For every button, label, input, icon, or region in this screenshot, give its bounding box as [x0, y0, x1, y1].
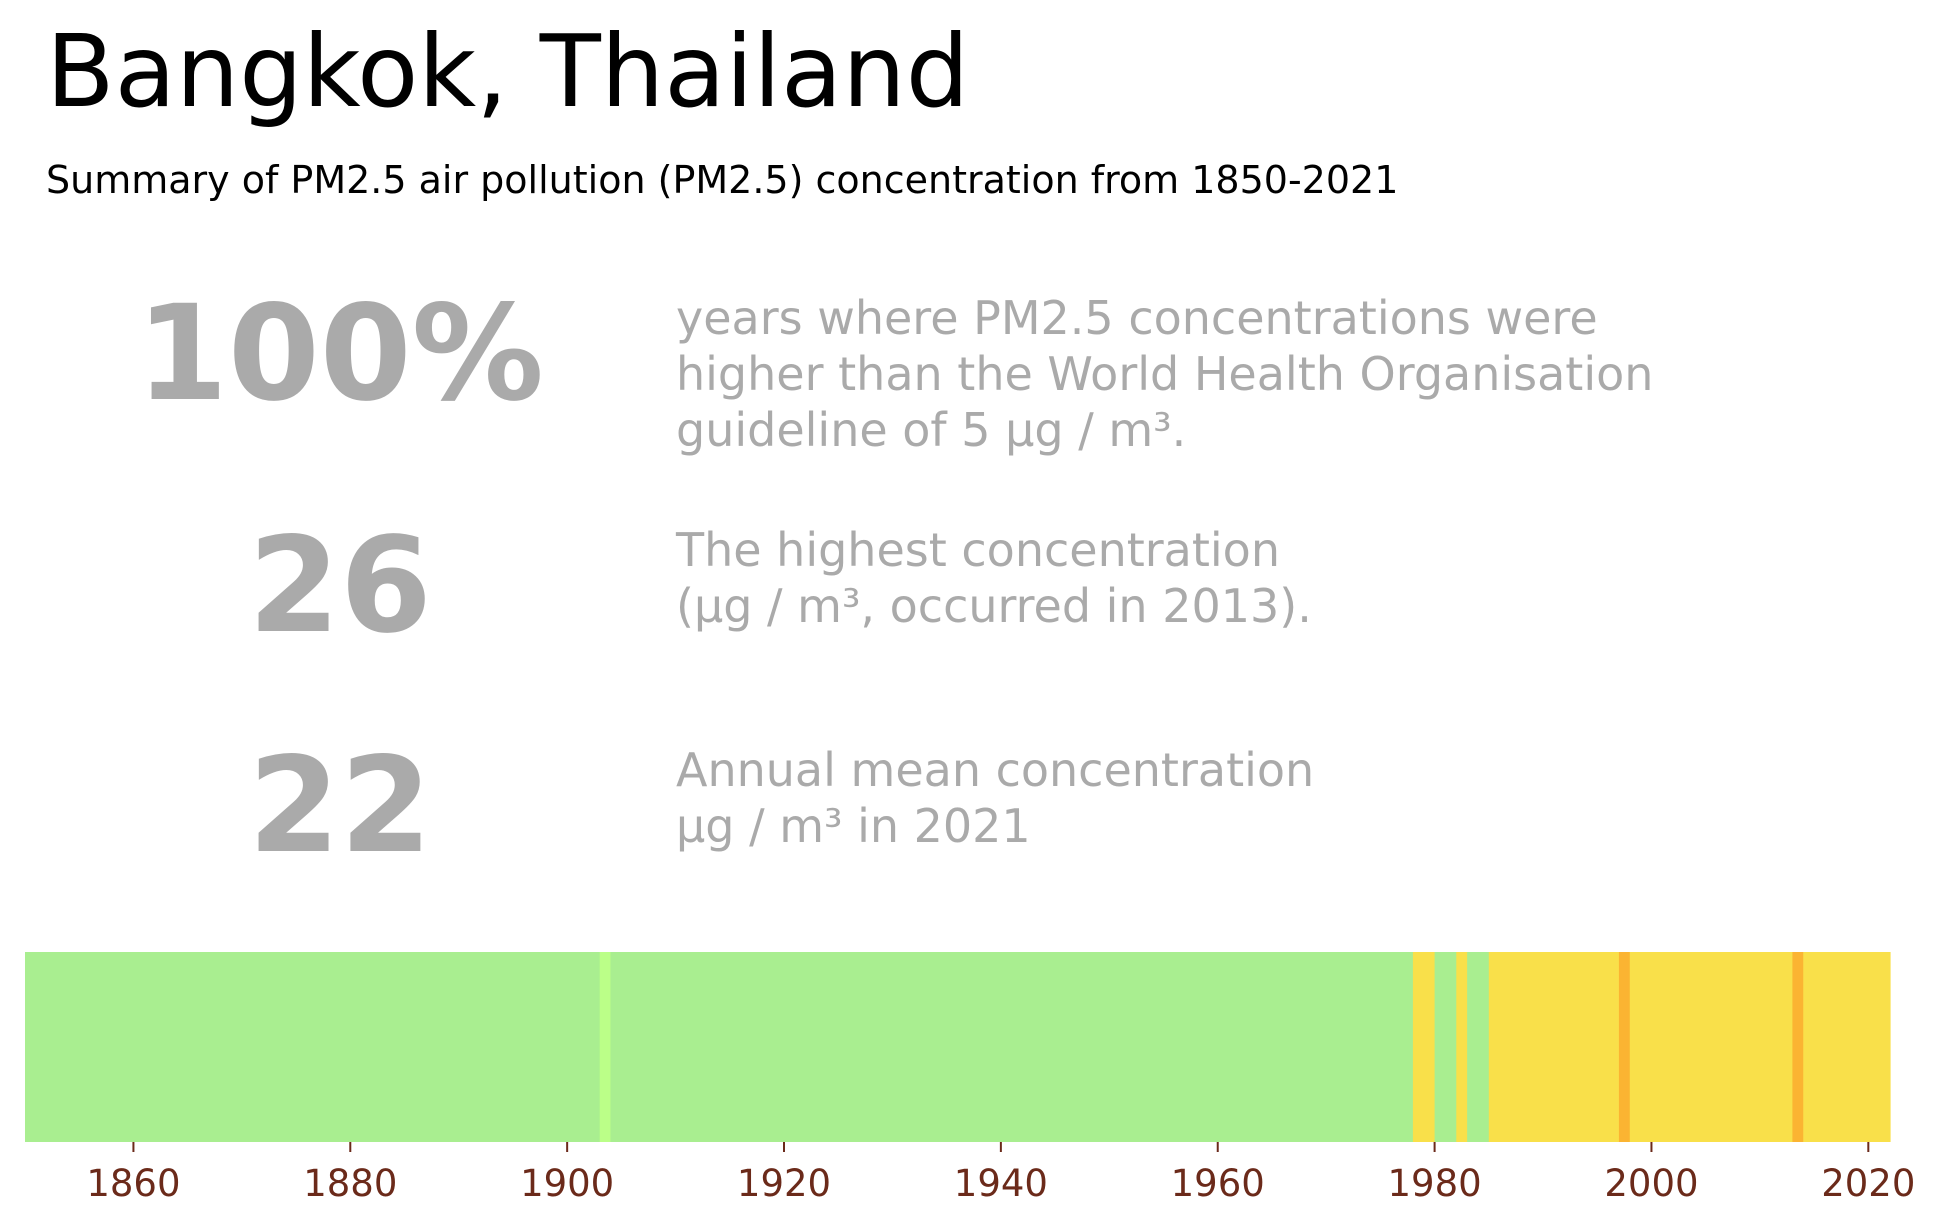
stripe-band-1903-1904 [599, 952, 612, 1142]
x-tick-label-1880: 1880 [303, 1162, 397, 1205]
stripe-band-2013-2014 [1792, 952, 1804, 1142]
x-axis-ticks: 1860 1880 1900 1920 1940 1960 1980 2000 2020 [86, 1142, 1915, 1205]
stat-value-exceedance: 100% [136, 277, 544, 431]
stripe-band-1983-1985 [1467, 952, 1490, 1142]
page-subtitle: Summary of PM2.5 air pollution (PM2.5) c… [46, 158, 1399, 202]
pollution-stripes-chart: 1860 1880 1900 1920 1940 1960 1980 2000 2020 [25, 952, 1915, 1205]
stripe-band-1998-2013 [1629, 952, 1794, 1142]
x-tick-label-2000: 2000 [1604, 1162, 1698, 1205]
x-tick-label-1980: 1980 [1388, 1162, 1482, 1205]
stat-description-exceedance: years where PM2.5 concentrations were hi… [676, 291, 1654, 457]
stripe-band-2014-2022 [1803, 952, 1891, 1142]
stripe-band-1904-1978 [610, 952, 1414, 1142]
x-tick-label-1940: 1940 [954, 1162, 1048, 1205]
stat-description-highest: The highest concentration (µg / m³, occu… [676, 523, 1312, 633]
x-tick-label-1920: 1920 [737, 1162, 831, 1205]
stripe-band-1997-1998 [1618, 952, 1631, 1142]
stat-description-annual-mean: Annual mean concentration µg / m³ in 202… [676, 743, 1315, 853]
stripe-band-1985-1997 [1488, 952, 1620, 1142]
stripe-bands [25, 952, 1891, 1142]
stripe-band-1980-1982 [1434, 952, 1457, 1142]
stat-value-highest: 26 [248, 509, 432, 663]
stripe-band-1978-1980 [1412, 952, 1436, 1142]
x-tick-label-1900: 1900 [520, 1162, 614, 1205]
stripe-band-1982-1983 [1456, 952, 1468, 1142]
x-tick-label-2020: 2020 [1821, 1162, 1915, 1205]
x-tick-label-1960: 1960 [1171, 1162, 1265, 1205]
page-title: Bangkok, Thailand [46, 13, 970, 130]
x-tick-label-1860: 1860 [86, 1162, 180, 1205]
stripe-band-1850-1903 [25, 952, 601, 1142]
stat-value-annual-mean: 22 [248, 729, 432, 883]
